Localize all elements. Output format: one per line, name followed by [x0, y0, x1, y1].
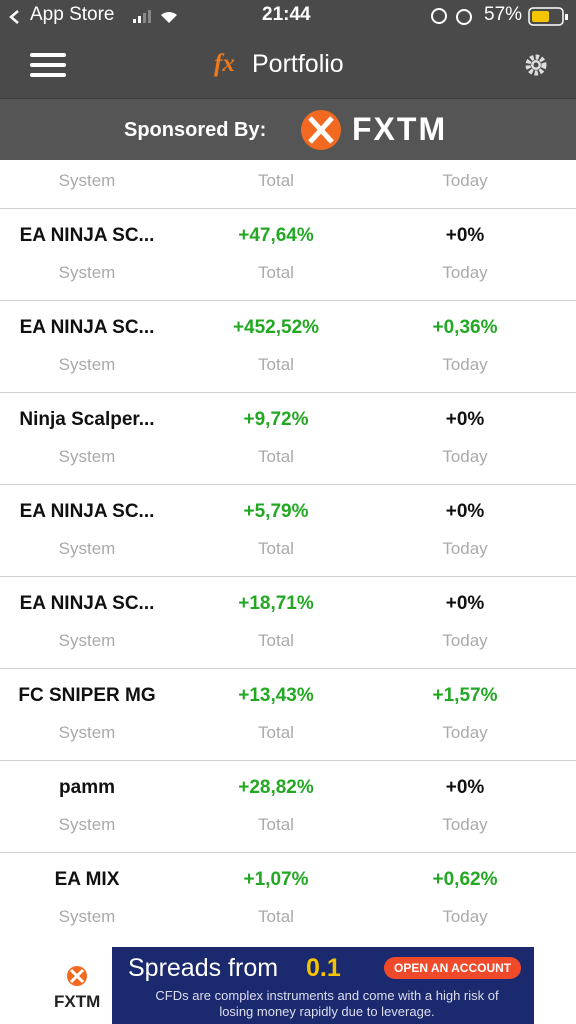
column-label: Total: [258, 907, 294, 926]
today-return: +0%: [445, 593, 485, 614]
column-label: Today: [442, 631, 488, 650]
column-label: Today: [442, 171, 488, 190]
column-label: Total: [258, 723, 294, 742]
column-label: Today: [442, 263, 488, 282]
sponsor-logo-icon[interactable]: [300, 109, 344, 151]
system-name: FC SNIPER MG: [18, 685, 156, 706]
column-label: System: [58, 631, 116, 650]
today-return: +0,62%: [432, 869, 498, 890]
portfolio-row[interactable]: EA NINJA SC... +18,71% +0% System Total Today: [0, 576, 576, 669]
column-label: System: [58, 539, 116, 558]
partial-row: System Total Today: [0, 160, 576, 208]
column-label: System: [58, 815, 116, 834]
page-title: Portfolio: [252, 50, 344, 78]
total-return: +18,71%: [238, 593, 314, 614]
total-return: +13,43%: [238, 685, 314, 706]
system-name: pamm: [59, 777, 115, 798]
column-label: System: [58, 263, 116, 282]
ad-logo-box: FXTM: [42, 947, 112, 1024]
column-label: Total: [258, 447, 294, 466]
today-return: +0,36%: [432, 317, 498, 338]
portfolio-row[interactable]: Ninja Scalper... +9,72% +0% System Total Toda…: [0, 392, 576, 485]
portfolio-row[interactable]: EA NINJA SC... +47,64% +0% System Total Today: [0, 208, 576, 301]
today-return: +0%: [445, 777, 485, 798]
system-name: EA NINJA SC...: [19, 501, 155, 522]
portfolio-row[interactable]: EA MIX +1,07% +0,62% System Total Today: [0, 852, 576, 945]
total-return: +5,79%: [243, 501, 309, 522]
battery-icon: [528, 7, 568, 26]
total-return: +1,07%: [243, 869, 309, 890]
system-name: EA MIX: [54, 869, 120, 890]
today-return: +0%: [445, 501, 485, 522]
today-return: +1,57%: [432, 685, 498, 706]
system-name: EA NINJA SC...: [19, 225, 155, 246]
system-name: EA NINJA SC...: [19, 317, 155, 338]
ad-button[interactable]: OPEN AN ACCOUNT: [384, 957, 522, 979]
ad-headline: Spreads from: [128, 954, 279, 982]
ad-disclaimer: CFDs are complex instruments and come wi…: [155, 988, 499, 1019]
header: App Store 21:44 57% fx Portfolio: [0, 0, 576, 98]
column-label: Today: [442, 447, 488, 466]
portfolio-row[interactable]: pamm +28,82% +0% System Total Today: [0, 760, 576, 853]
back-icon: [9, 10, 19, 24]
menu-button[interactable]: [30, 53, 66, 77]
ad-banner[interactable]: FXTM Spreads from 0.1 OPEN AN ACCOUNT CF…: [42, 947, 534, 1024]
portfolio-row[interactable]: EA NINJA SC... +5,79% +0% System Total Today: [0, 484, 576, 577]
column-label: Total: [258, 539, 294, 558]
status-battery: 57%: [484, 4, 523, 25]
column-label: System: [58, 355, 116, 374]
portfolio-row[interactable]: FC SNIPER MG +13,43% +1,57% System Total Toda…: [0, 668, 576, 761]
column-label: Today: [442, 355, 488, 374]
today-return: +0%: [445, 225, 485, 246]
sponsor-brand[interactable]: FXTM: [352, 111, 448, 147]
column-label: Today: [442, 815, 488, 834]
sponsor-bar: Sponsored By: FXTM: [0, 98, 576, 161]
column-label: System: [58, 723, 116, 742]
system-name: EA NINJA SC...: [19, 593, 155, 614]
column-label: Today: [442, 907, 488, 926]
column-label: Total: [258, 631, 294, 650]
column-label: System: [58, 171, 116, 190]
ad-spread: 0.1: [306, 954, 341, 982]
total-return: +452,52%: [232, 317, 320, 338]
column-label: Total: [258, 815, 294, 834]
ad-logo-icon: [67, 966, 87, 986]
column-label: Total: [258, 263, 294, 282]
column-label: Total: [258, 171, 294, 190]
system-name: Ninja Scalper...: [19, 409, 155, 430]
today-return: +0%: [445, 409, 485, 430]
column-label: Total: [258, 355, 294, 374]
signal-wifi: [133, 10, 177, 23]
column-label: Today: [442, 539, 488, 558]
app-logo: fx: [214, 50, 235, 77]
status-icons: [431, 8, 472, 25]
status-carrier[interactable]: App Store: [30, 4, 115, 25]
column-label: System: [58, 907, 116, 926]
settings-button[interactable]: [524, 53, 548, 77]
total-return: +9,72%: [243, 409, 309, 430]
column-label: Today: [442, 723, 488, 742]
total-return: +47,64%: [238, 225, 314, 246]
column-label: System: [58, 447, 116, 466]
ad-brand: FXTM: [54, 992, 101, 1011]
total-return: +28,82%: [238, 777, 314, 798]
sponsor-label: Sponsored By:: [124, 119, 267, 141]
status-time: 21:44: [262, 4, 311, 25]
portfolio-row[interactable]: EA NINJA SC... +452,52% +0,36% System Total T…: [0, 300, 576, 393]
